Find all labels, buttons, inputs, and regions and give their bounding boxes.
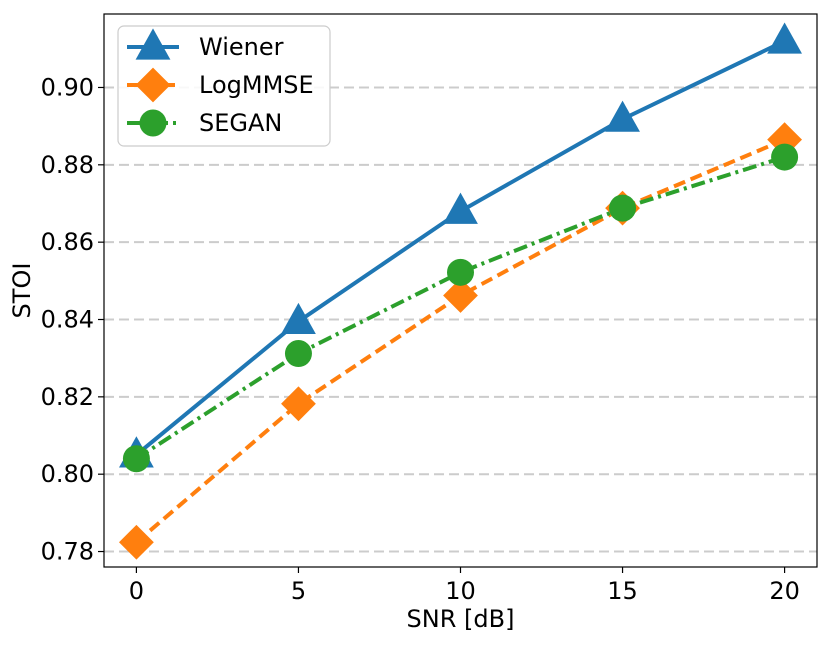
series-line-logmmse — [135, 137, 786, 544]
y-axis-title: STOI — [8, 263, 36, 319]
x-tick-label: 0 — [129, 577, 144, 605]
y-tick-label: 0.78 — [41, 538, 94, 566]
x-tick-label: 20 — [769, 577, 800, 605]
legend-marker-segan — [139, 109, 167, 137]
legend-marker-logmmse — [135, 67, 171, 103]
legend-item-logmmse: LogMMSE — [127, 67, 314, 103]
legend-item-segan: SEGAN — [127, 109, 282, 137]
x-tick-label: 15 — [607, 577, 638, 605]
data-point-wiener — [605, 100, 640, 132]
legend-label-segan: SEGAN — [199, 109, 282, 137]
y-tick-label: 0.88 — [41, 151, 94, 179]
series-segan — [122, 143, 799, 473]
data-point-logmmse — [119, 524, 154, 560]
data-point-segan — [122, 445, 150, 473]
data-point-segan — [447, 258, 474, 286]
y-tick-label: 0.86 — [41, 228, 94, 256]
data-point-logmmse — [443, 278, 478, 313]
data-point-wiener — [281, 302, 316, 335]
legend-item-wiener: Wiener — [127, 28, 284, 61]
data-point-wiener — [767, 22, 802, 54]
legend-box — [117, 25, 331, 147]
legend-marker-wiener — [135, 28, 171, 60]
y-tick-label: 0.90 — [41, 73, 94, 101]
data-point-wiener — [443, 192, 478, 224]
series-layer — [119, 22, 802, 560]
x-tick-label: 10 — [445, 577, 476, 605]
legend-label-wiener: Wiener — [199, 33, 284, 61]
y-tick-label: 0.84 — [41, 306, 94, 334]
data-point-segan — [609, 194, 637, 222]
legend-label-logmmse: LogMMSE — [199, 71, 314, 99]
y-tick-label: 0.82 — [41, 383, 94, 411]
data-point-segan — [284, 340, 312, 368]
y-tick-label: 0.80 — [41, 460, 94, 488]
ticks: 0.78 0.80 0.82 0.84 0.86 0.88 0.90 0 5 10 15 20 — [41, 73, 800, 605]
x-axis-title: SNR [dB] — [407, 605, 515, 633]
x-tick-label: 5 — [291, 577, 306, 605]
legend: Wiener LogMMSE SEGAN — [117, 25, 331, 147]
series-logmmse — [119, 122, 802, 560]
grid — [104, 86, 817, 553]
data-point-segan — [771, 143, 799, 171]
data-point-logmmse — [281, 386, 316, 422]
series-line-segan — [135, 155, 786, 461]
